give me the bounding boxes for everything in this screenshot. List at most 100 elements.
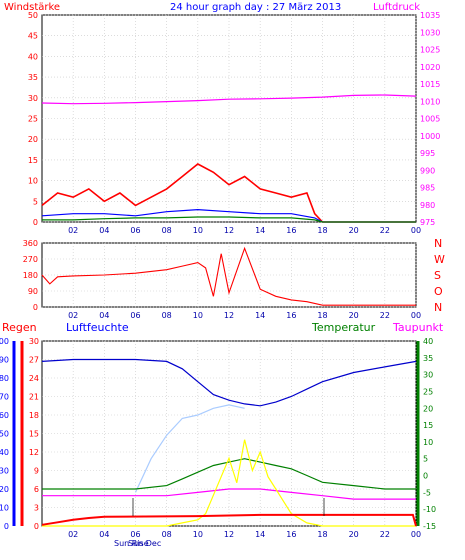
x-tick-label: 04: [99, 530, 109, 539]
y-tick-label: 0: [33, 218, 38, 227]
x-tick-label: 02: [68, 311, 78, 320]
x-tick-label: 18: [317, 226, 327, 235]
y-tick-label: 1025: [420, 46, 440, 55]
x-tick-label: 08: [162, 311, 172, 320]
x-tick-label: 16: [286, 226, 296, 235]
x-tick-label: 06: [130, 226, 140, 235]
temperatur-label: Temperatur: [311, 321, 376, 334]
x-tick-label: 10: [193, 226, 203, 235]
x-tick-label: 12: [224, 530, 234, 539]
x-tick-label: 16: [286, 530, 296, 539]
series-line: [41, 163, 416, 223]
y-tick-label: 1035: [420, 11, 440, 20]
y-tick-label: 90: [0, 356, 9, 365]
regen-label: Regen: [2, 321, 37, 334]
y-tick-label: 100: [0, 337, 9, 346]
x-tick-label: 14: [255, 226, 265, 235]
y-tick-label: 20: [423, 404, 433, 413]
y-tick-label: 975: [420, 218, 435, 227]
panel-3-x-axis: 02 04 06 08 10 12 14 16 18 20 22 00: [68, 530, 421, 539]
x-tick-label: 02: [68, 530, 78, 539]
y-tick-label: 25: [423, 387, 433, 396]
y-tick-label: 1020: [420, 63, 440, 72]
y-tick-label: 1000: [420, 132, 440, 141]
y-tick-label: 10: [0, 504, 9, 513]
panel-3-grid: [42, 340, 417, 527]
x-tick-label: 00: [411, 530, 421, 539]
y-tick-label: 0: [423, 472, 428, 481]
y-tick-label: 1030: [420, 28, 440, 37]
y-tick-label: 20: [28, 135, 38, 144]
x-tick-label: 10: [193, 311, 203, 320]
series-line: [42, 458, 416, 490]
y-tick-label: 27: [29, 356, 39, 365]
y-tick-label: 30: [0, 467, 9, 476]
x-tick-label: 20: [349, 530, 359, 539]
y-tick-label: 3: [34, 504, 39, 513]
y-tick-label: 985: [420, 184, 435, 193]
series-line: [42, 488, 416, 500]
direction-label: W: [434, 253, 445, 266]
y-tick-label: 24: [29, 374, 39, 383]
y-tick-label: -10: [423, 505, 436, 514]
x-tick-label: 06: [130, 530, 140, 539]
x-tick-label: 08: [162, 226, 172, 235]
luftfeuchte-label: Luftfeuchte: [66, 321, 129, 334]
y-tick-label: 50: [0, 430, 9, 439]
x-tick-label: 10: [193, 530, 203, 539]
x-tick-label: 04: [99, 311, 109, 320]
y-tick-label: 270: [23, 255, 38, 264]
series-line: [41, 208, 416, 223]
series-line: [42, 216, 416, 223]
direction-label: S: [434, 269, 441, 282]
x-tick-label: 04: [99, 226, 109, 235]
y-tick-label: 40: [0, 448, 9, 457]
y-tick-label: 50: [28, 11, 38, 20]
series-line: [41, 513, 417, 527]
y-tick-label: 25: [28, 115, 38, 124]
series-line: [42, 439, 416, 527]
y-tick-label: 10: [423, 438, 433, 447]
y-tick-label: 10: [28, 177, 38, 186]
y-tick-label: 21: [29, 393, 39, 402]
x-tick-label: 06: [130, 311, 140, 320]
y-tick-label: 0: [4, 522, 9, 531]
panel-2-left-axis: 360 270 180 90 0: [23, 239, 38, 312]
y-tick-label: 1005: [420, 115, 440, 124]
y-tick-label: 9: [34, 467, 39, 476]
x-tick-label: 00: [411, 311, 421, 320]
sunrise-annotation: Sun Rise: [114, 539, 149, 548]
x-tick-label: 02: [68, 226, 78, 235]
y-tick-label: 360: [23, 239, 38, 248]
x-tick-label: 22: [380, 530, 390, 539]
y-tick-label: 15: [29, 430, 39, 439]
x-tick-label: 14: [255, 311, 265, 320]
y-tick-label: 30: [29, 337, 39, 346]
x-tick-label: 22: [380, 311, 390, 320]
x-tick-label: 18: [317, 530, 327, 539]
y-tick-label: 30: [423, 371, 433, 380]
y-tick-label: 0: [34, 522, 39, 531]
y-tick-label: 90: [28, 287, 38, 296]
y-tick-label: 35: [28, 73, 38, 82]
y-tick-label: 1015: [420, 80, 440, 89]
y-tick-label: 20: [0, 485, 9, 494]
panel-3-humidity-axis: 1009080706050403020100: [0, 337, 9, 531]
y-tick-label: 1010: [420, 97, 440, 106]
y-tick-label: 35: [423, 354, 433, 363]
y-tick-label: -5: [423, 488, 431, 497]
y-tick-label: 0: [33, 303, 38, 312]
y-tick-label: 15: [423, 421, 433, 430]
y-tick-label: 995: [420, 149, 435, 158]
windstaerke-label: Windstärke: [4, 2, 60, 13]
direction-label: N: [434, 237, 442, 250]
series-line: [41, 358, 417, 407]
x-tick-label: 12: [224, 311, 234, 320]
direction-label: N: [434, 301, 442, 314]
y-tick-label: 30: [28, 94, 38, 103]
